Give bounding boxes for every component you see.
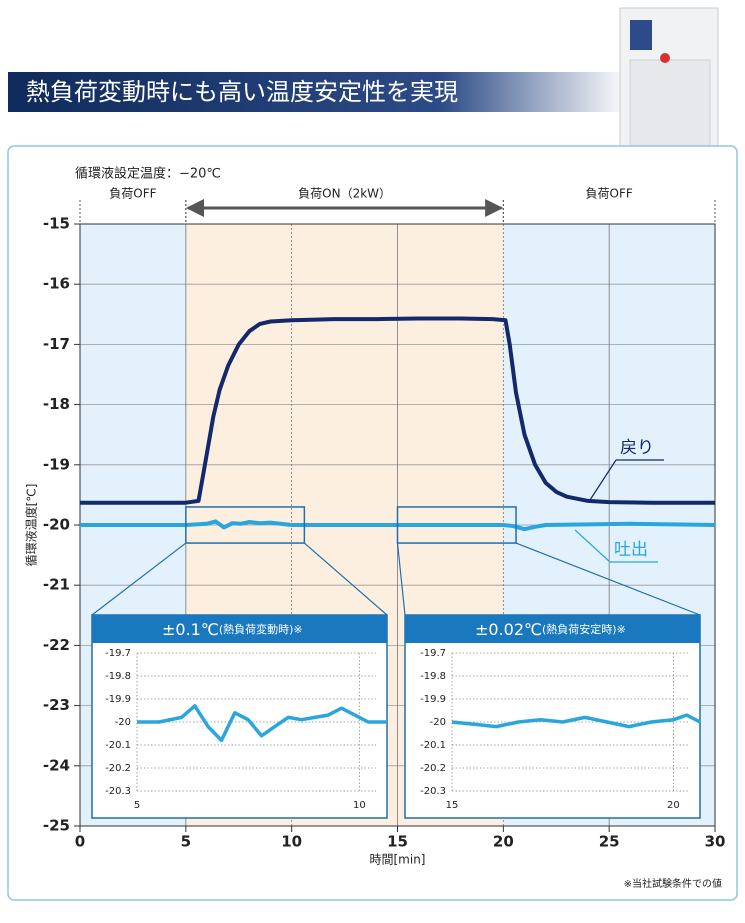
inset-header (92, 615, 387, 643)
x-tick-label: 0 (75, 833, 85, 851)
y-tick-label: -20.2 (105, 763, 131, 774)
inset-title-main: ±0.1℃ (162, 620, 219, 639)
x-tick-label: 25 (599, 833, 620, 851)
series-label: 戻り (620, 438, 654, 458)
inset-title: ±0.1℃(熱負荷変動時)※ (162, 620, 303, 639)
y-tick-label: -25 (43, 817, 70, 835)
y-tick-label: -18 (43, 395, 70, 413)
x-tick-label: 5 (181, 833, 191, 851)
y-tick-label: -22 (43, 636, 70, 654)
y-tick-label: -20.2 (420, 763, 446, 774)
x-tick-label: 10 (281, 833, 302, 851)
data-line (80, 316, 715, 505)
y-tick-label: -19 (43, 455, 70, 473)
data-line (80, 519, 716, 532)
x-tick-label: 10 (353, 800, 366, 811)
y-tick-label: -19.7 (420, 648, 446, 659)
inset-title-main: ±0.02℃ (475, 620, 542, 639)
zoom-connector (515, 542, 701, 616)
y-tick-label: -19.9 (420, 694, 446, 705)
footnote: ※当社試験条件での値 (624, 877, 722, 890)
setpoint-label: 循環液設定温度：−20℃ (75, 166, 221, 182)
zoom-region (185, 506, 306, 544)
series-leader (574, 529, 611, 563)
y-tick-label: -19.7 (105, 648, 131, 659)
y-tick-label: -20.1 (420, 740, 446, 751)
inset-subtitle: (熱負荷安定時)※ (542, 622, 626, 636)
page-title: 熱負荷変動時にも高い温度安定性を実現 (26, 78, 458, 106)
y-tick-label: -19.8 (105, 671, 131, 682)
y-tick-label: -20.1 (105, 740, 131, 751)
x-tick-label: 20 (667, 800, 680, 811)
data-line (451, 713, 701, 729)
x-tick-label: 15 (387, 833, 408, 851)
x-tick-label: 30 (705, 833, 726, 851)
y-tick-label: -20 (115, 717, 131, 728)
phase-label: 負荷OFF (109, 187, 156, 201)
y-tick-label: -19.8 (420, 671, 446, 682)
header-band (8, 72, 628, 112)
zoom-connector (396, 542, 406, 616)
inset-header (405, 615, 700, 643)
data-line (137, 704, 386, 743)
y-tick-label: -20.3 (420, 786, 446, 797)
y-axis-label: 循環液温度[℃] (24, 484, 39, 567)
product-image (619, 7, 719, 166)
y-tick-label: -21 (43, 576, 70, 594)
y-tick-label: -24 (43, 756, 70, 774)
y-tick-label: -20 (43, 516, 70, 534)
x-axis-label: 時間[min] (370, 853, 426, 867)
inset-subtitle: (熱負荷変動時)※ (219, 622, 303, 636)
y-tick-label: -15 (43, 215, 70, 233)
phase-label: 負荷ON（2kW） (298, 187, 391, 201)
series-label: 吐出 (614, 540, 648, 560)
y-tick-label: -19.9 (105, 694, 131, 705)
inset-title: ±0.02℃(熱負荷安定時)※ (475, 620, 626, 639)
x-tick-label: 15 (446, 800, 459, 811)
y-tick-label: -23 (43, 696, 70, 714)
x-tick-label: 5 (134, 800, 140, 811)
zoom-region (396, 506, 517, 544)
y-tick-label: -16 (43, 275, 70, 293)
x-tick-label: 20 (493, 833, 514, 851)
phase-label: 負荷OFF (586, 187, 633, 201)
zoom-connector (91, 542, 187, 616)
y-tick-label: -20.3 (105, 786, 131, 797)
y-tick-label: -17 (43, 335, 70, 353)
y-tick-label: -20 (430, 717, 446, 728)
zoom-connector (303, 542, 388, 616)
inset-frame (404, 614, 701, 819)
series-leader (589, 459, 617, 501)
